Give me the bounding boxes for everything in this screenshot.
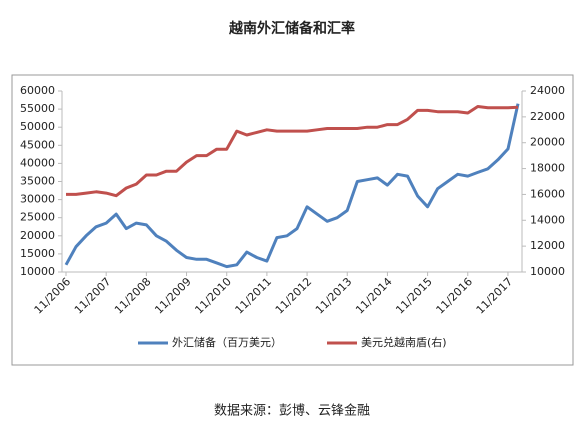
series-line (66, 105, 519, 198)
y-tick-label: 45000 (20, 138, 55, 151)
y2-tick-label: 24000 (530, 84, 565, 97)
y-tick-label: 10000 (20, 265, 55, 278)
series-line (64, 103, 520, 269)
y2-tick-label: 16000 (530, 187, 565, 200)
y2-tick-label: 12000 (530, 239, 565, 252)
y2-tick-label: 10000 (530, 265, 565, 278)
legend-label: 外汇储备（百万美元） (172, 335, 282, 349)
y2-tick-label: 18000 (530, 162, 565, 175)
y-tick-label: 25000 (20, 211, 55, 224)
y-tick-label: 50000 (20, 120, 55, 133)
chart-frame (11, 74, 574, 366)
y-tick-label: 40000 (20, 156, 55, 169)
y-tick-label: 15000 (20, 247, 55, 260)
y2-tick-label: 20000 (530, 136, 565, 149)
legend-label: 美元兑越南盾(右) (361, 335, 447, 349)
source: 数据来源：彭博、云锋金融 (214, 403, 370, 419)
y-tick-label: 20000 (20, 229, 55, 242)
y-tick-label: 55000 (20, 102, 55, 115)
y2-tick-label: 14000 (530, 213, 565, 226)
y-tick-label: 35000 (20, 175, 55, 188)
y-tick-label: 30000 (20, 193, 55, 206)
y-tick-label: 60000 (20, 84, 55, 97)
chart-title: 越南外汇储备和汇率 (228, 20, 355, 37)
y2-tick-label: 22000 (530, 110, 565, 123)
